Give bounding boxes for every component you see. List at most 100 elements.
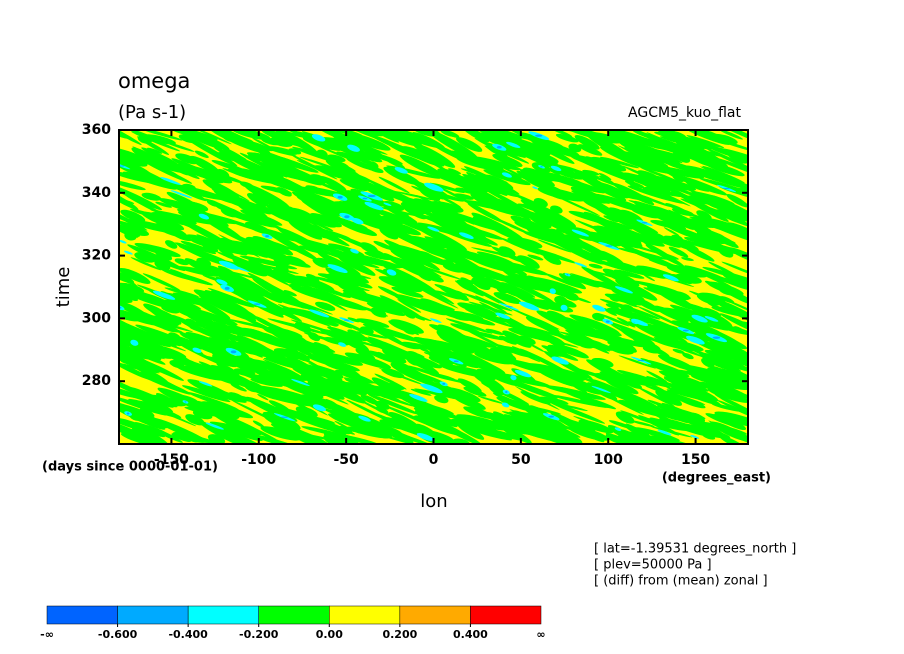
- contour-fill: [146, 348, 198, 365]
- contour-fill: [550, 394, 604, 408]
- contour-fill: [187, 309, 228, 326]
- contour-fill: [225, 414, 281, 443]
- contour-fill: [175, 153, 199, 165]
- contour-fill: [527, 419, 571, 444]
- contour-fill: [195, 344, 244, 362]
- contour-fill: [419, 188, 441, 201]
- contour-fill: [313, 292, 348, 312]
- contour-fill: [520, 391, 551, 405]
- colorbar-box: [46, 605, 118, 625]
- contour-fill: [159, 223, 189, 240]
- contour-fill: [151, 344, 187, 358]
- contour-fill: [496, 396, 542, 414]
- contour-fill: [694, 385, 709, 392]
- contour-fill: [119, 361, 160, 374]
- y-tick-label: 360: [82, 122, 111, 138]
- contour-fill: [119, 401, 153, 416]
- contour-fill: [327, 154, 346, 162]
- contour-fill: [328, 413, 384, 432]
- contour-fill: [414, 388, 463, 400]
- contour-fill: [412, 132, 446, 149]
- contour-fill: [309, 213, 342, 228]
- contour-fill: [236, 276, 262, 290]
- contour-fill: [495, 312, 511, 320]
- contour-fill: [707, 302, 722, 310]
- contour-fill: [364, 201, 384, 211]
- colorbar-label: 0.200: [382, 628, 417, 641]
- contour-fill: [530, 137, 564, 149]
- contour-fill: [540, 166, 543, 168]
- contour-fill: [287, 338, 336, 353]
- contour-fill: [457, 378, 482, 393]
- contour-fill: [681, 257, 694, 262]
- contour-fill: [712, 336, 721, 339]
- contour-fill: [308, 332, 321, 342]
- contour-fill: [163, 423, 177, 431]
- contour-fill: [638, 415, 680, 436]
- contour-fill: [276, 187, 292, 197]
- contour-fill: [531, 140, 575, 164]
- contour-fill: [654, 287, 696, 311]
- contour-fill: [140, 158, 179, 176]
- contour-fill: [537, 239, 572, 253]
- contour-fill: [462, 293, 513, 312]
- contour-fill: [454, 280, 484, 297]
- contour-fill: [491, 216, 532, 235]
- contour-fill: [563, 272, 600, 288]
- contour-fill: [210, 290, 245, 305]
- contour-fill: [442, 259, 455, 267]
- contour-fill: [639, 206, 679, 218]
- contour-fill: [518, 213, 531, 221]
- contour-fill: [543, 253, 562, 265]
- contour-fill: [693, 240, 742, 255]
- contour-fill: [268, 400, 290, 412]
- contour-fill: [316, 149, 328, 159]
- contour-fill: [633, 130, 650, 138]
- contour-fill: [440, 348, 470, 362]
- contour-fill: [622, 192, 641, 200]
- contour-fill: [174, 258, 190, 266]
- contour-fill: [551, 356, 569, 365]
- contour-fill: [651, 188, 684, 197]
- contour-fill: [233, 368, 255, 377]
- contour-fill: [684, 386, 708, 400]
- contour-fill: [221, 146, 249, 163]
- contour-fill: [726, 193, 748, 208]
- contour-fill: [705, 147, 748, 173]
- contour-fill: [559, 403, 588, 412]
- contour-fill: [251, 137, 274, 150]
- contour-fill: [119, 294, 133, 304]
- contour-fill: [257, 393, 269, 401]
- contour-fill: [712, 156, 748, 178]
- contour-fill: [299, 156, 339, 170]
- contour-fill: [263, 228, 319, 261]
- contour-fill: [309, 309, 330, 318]
- contour-fill: [591, 385, 611, 394]
- contour-fill: [212, 413, 256, 437]
- contour-fill: [288, 153, 338, 180]
- contour-fill: [358, 415, 371, 422]
- contour-fill: [130, 257, 162, 271]
- contour-fill: [165, 240, 178, 249]
- contour-fill: [557, 367, 610, 389]
- contour-fill: [258, 374, 279, 383]
- contour-fill: [483, 368, 522, 387]
- contour-fill: [119, 130, 142, 145]
- contour-fill: [146, 212, 185, 231]
- contour-fill: [605, 167, 660, 190]
- y-units: (days since 0000-01-01): [42, 460, 218, 475]
- contour-fill: [280, 390, 314, 406]
- contour-fill: [356, 318, 390, 328]
- contour-fill: [329, 316, 375, 337]
- contour-fill: [119, 224, 140, 237]
- contour-fill: [573, 385, 588, 393]
- contour-fill: [653, 332, 678, 345]
- contour-fill: [711, 137, 748, 153]
- contour-fill: [618, 399, 665, 417]
- x-tick-label: 50: [511, 452, 531, 468]
- contour-fill: [390, 250, 426, 268]
- contour-fill: [686, 335, 705, 345]
- contour-fill: [646, 370, 668, 383]
- contour-fill: [347, 329, 368, 342]
- contour-fill: [196, 257, 212, 267]
